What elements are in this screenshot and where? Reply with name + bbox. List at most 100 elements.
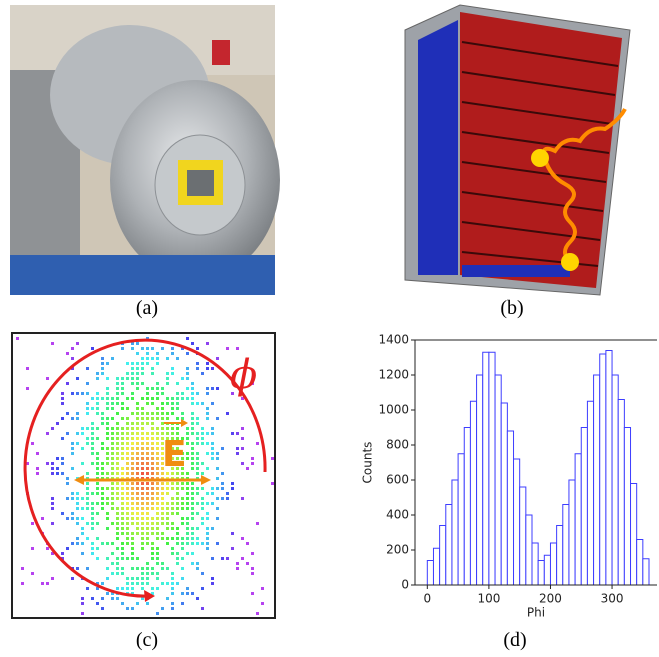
dot [136, 487, 139, 490]
dot [236, 452, 239, 455]
dot [31, 547, 34, 550]
dot [186, 482, 189, 485]
detector-diagram [405, 5, 630, 295]
dot [81, 462, 84, 465]
dot [146, 397, 149, 400]
dot [196, 367, 199, 370]
dot [126, 537, 129, 540]
dot [116, 387, 119, 390]
dot [141, 462, 144, 465]
dot [141, 437, 144, 440]
dot [226, 492, 229, 495]
dot [191, 427, 194, 430]
dot [111, 357, 114, 360]
dot [161, 427, 164, 430]
dot [136, 387, 139, 390]
dot [61, 397, 64, 400]
dot [186, 532, 189, 535]
dot [101, 367, 104, 370]
dot [136, 457, 139, 460]
dot [211, 527, 214, 530]
bar [520, 487, 526, 585]
dot [121, 377, 124, 380]
dot [196, 432, 199, 435]
x-tick-label: 300 [601, 592, 624, 606]
dot [126, 557, 129, 560]
dot [201, 442, 204, 445]
dot [176, 582, 179, 585]
dot [126, 577, 129, 580]
dot [241, 537, 244, 540]
dot [106, 557, 109, 560]
dot [121, 527, 124, 530]
dot [141, 512, 144, 515]
dot [121, 587, 124, 590]
dot [91, 517, 94, 520]
dot [126, 502, 129, 505]
dot [136, 502, 139, 505]
arrow-head [181, 419, 188, 427]
dot [171, 352, 174, 355]
dot [111, 432, 114, 435]
dot [181, 482, 184, 485]
dot [41, 517, 44, 520]
dot [96, 522, 99, 525]
dot [191, 552, 194, 555]
dot [106, 432, 109, 435]
dot [151, 427, 154, 430]
dot [151, 587, 154, 590]
dot [96, 472, 99, 475]
dot [156, 352, 159, 355]
dot [246, 542, 249, 545]
x-tick-label: 200 [539, 592, 562, 606]
dot [71, 347, 74, 350]
dot [166, 522, 169, 525]
dot [196, 362, 199, 365]
dot [126, 427, 129, 430]
dot [31, 442, 34, 445]
dot [101, 582, 104, 585]
dot [36, 452, 39, 455]
dot [156, 457, 159, 460]
dot [211, 582, 214, 585]
dot [76, 497, 79, 500]
dot [206, 407, 209, 410]
dot [191, 507, 194, 510]
dot [121, 432, 124, 435]
page: (a) (b) E ϕ (c) 020040060080010001200140… [0, 0, 659, 657]
dot [181, 577, 184, 580]
dot [191, 502, 194, 505]
dot [131, 587, 134, 590]
dot [116, 447, 119, 450]
dot [101, 467, 104, 470]
dot [141, 582, 144, 585]
dot [201, 517, 204, 520]
dot [171, 512, 174, 515]
dot [71, 452, 74, 455]
dot [161, 522, 164, 525]
dot [221, 472, 224, 475]
dot [176, 502, 179, 505]
dot [236, 562, 239, 565]
dot [96, 467, 99, 470]
bar [458, 454, 464, 585]
dot [146, 352, 149, 355]
dot [106, 517, 109, 520]
dot [76, 517, 79, 520]
dot [116, 517, 119, 520]
dot [101, 417, 104, 420]
dot [121, 497, 124, 500]
dot [196, 422, 199, 425]
arrow-head [74, 475, 84, 485]
dot [131, 532, 134, 535]
dot [61, 552, 64, 555]
dot [191, 517, 194, 520]
dot [176, 417, 179, 420]
dot [106, 462, 109, 465]
caption: (a) [136, 297, 158, 319]
dot [56, 467, 59, 470]
dot [131, 552, 134, 555]
dot [216, 467, 219, 470]
bar [643, 559, 649, 585]
dot [186, 502, 189, 505]
